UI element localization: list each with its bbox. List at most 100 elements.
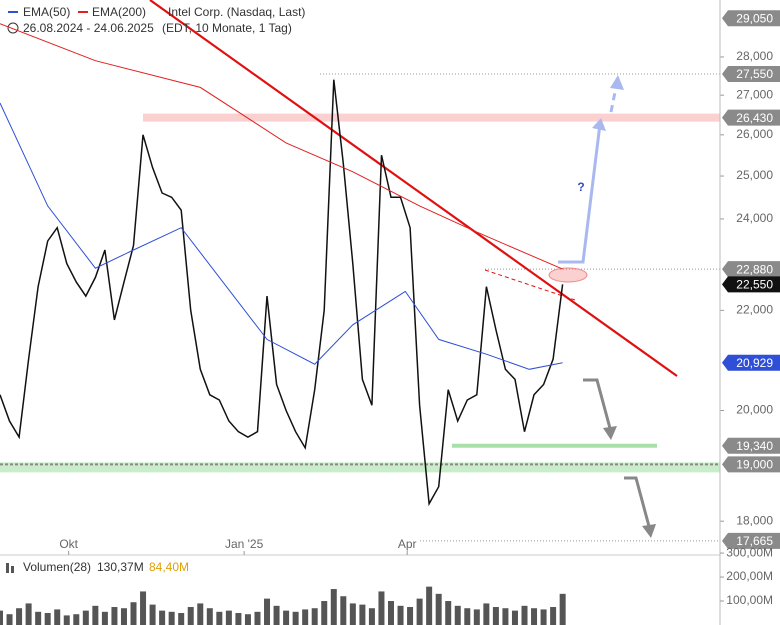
level-label: 17,665 [736,534,773,548]
volume-bar [540,609,547,625]
volume-bar [445,601,452,625]
volume-bar [378,591,385,625]
volume-bar [407,607,414,625]
trend-line [149,0,678,377]
arrow-down [583,378,613,433]
volume-bar [273,605,280,625]
arrow-head [610,75,624,90]
volume-bar [531,608,538,625]
y-tick-label: 27,000 [736,87,773,101]
volume-bar [206,608,213,625]
volume-bar [140,591,147,625]
level-label: 26,430 [736,111,773,125]
arrow-down [624,476,652,531]
volume-bar [92,605,99,625]
volume-bar [359,604,366,625]
volume-bar [492,607,499,625]
volume-bar [120,608,127,625]
volume-bar [349,603,356,625]
level-label: 22,880 [736,262,773,276]
legend-label: EMA(50) [23,5,70,19]
volume-bar [0,610,3,625]
volume-bar [130,602,137,625]
volume-bar [302,609,309,625]
volume-bar [44,613,51,625]
level-label: 19,340 [736,439,773,453]
volume-bar [187,607,194,625]
volume-bar [340,596,347,625]
y-tick-label: 25,000 [736,168,773,182]
volume-bar [25,603,32,625]
legend-label: EMA(200) [92,5,146,19]
level-label: 22,550 [736,278,773,292]
volume-bar [235,613,242,625]
level-box [722,109,780,126]
y-tick-label: 22,000 [736,303,773,317]
y-tick-label: 200,00M [726,569,773,583]
volume-bar [502,608,509,625]
volume-bar [6,614,13,625]
level-box [722,437,780,454]
x-tick-label: Okt [59,537,78,551]
volume-current: 130,37M [97,560,144,574]
volume-bar [483,603,490,625]
arrow-up [558,123,602,264]
chart-title: Intel Corp. (Nasdaq, Last) [168,5,305,19]
volume-bar [168,611,175,625]
volume-title: Volumen(28) [23,560,91,574]
volume-bar [101,611,108,625]
ema-line [0,102,563,370]
volume-bar [311,608,318,625]
volume-bar [321,601,328,625]
level-box [722,10,780,27]
x-tick-label: Apr [398,537,417,551]
level-box [722,65,780,82]
level-box [722,456,780,473]
x-tick-label: Jan '25 [225,537,264,551]
price-line [0,79,564,507]
volume-bar [254,611,261,625]
volume-bar [550,607,557,625]
volume-icon [11,566,14,573]
volume-bar [559,593,566,625]
volume-bar [225,610,232,625]
volume-bar [426,586,433,625]
level-label: 19,000 [736,458,773,472]
volume-bar [454,605,461,625]
volume-bar [264,598,271,625]
level-box [722,276,780,293]
volume-bar [73,614,80,625]
volume-bar [216,611,223,625]
y-tick-label: 18,000 [736,513,773,527]
ema-line [0,23,563,270]
y-tick-label: 26,000 [736,127,773,141]
annotation: ? [577,180,584,194]
y-tick-label: 100,00M [726,593,773,607]
volume-bar [368,608,375,625]
volume-bar [178,613,185,625]
subtitle: 26.08.2024 - 24.06.2025 [23,21,154,35]
volume-bar [63,615,70,625]
volume-bar [82,610,89,625]
volume-bar [464,608,471,625]
volume-bar [511,610,518,625]
note: (EDT, 10 Monate, 1 Tag) [162,21,292,35]
arrow-head [592,118,606,131]
arrow-head [603,426,617,440]
volume-bar [416,598,423,625]
dashed-trend [484,269,576,301]
volume-bar [283,610,290,625]
y-tick-label: 28,000 [736,49,773,63]
volume-bar [330,589,337,625]
volume-bar [387,601,394,625]
highlight-ellipse [548,267,588,283]
clock-icon [7,22,19,34]
volume-bar [521,605,528,625]
arrow-head [642,524,656,538]
volume-bar [435,593,442,625]
volume-bar [473,609,480,625]
volume-bar [111,607,118,625]
volume-bar [197,603,204,625]
